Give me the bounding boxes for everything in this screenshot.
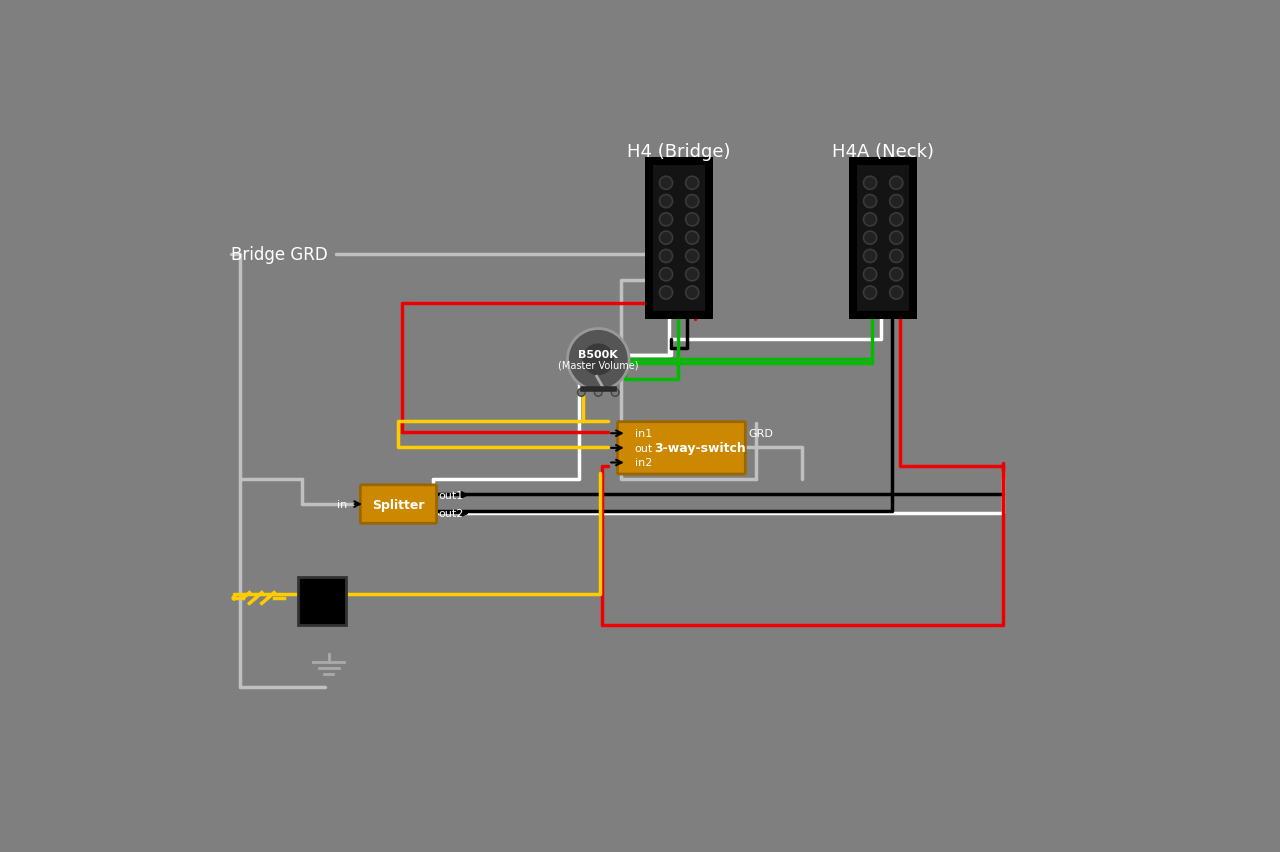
Circle shape bbox=[864, 286, 877, 300]
Circle shape bbox=[686, 177, 699, 190]
Text: Splitter: Splitter bbox=[372, 498, 425, 511]
Circle shape bbox=[594, 389, 602, 397]
Circle shape bbox=[864, 195, 877, 209]
Circle shape bbox=[890, 268, 902, 281]
Circle shape bbox=[567, 329, 628, 391]
Circle shape bbox=[890, 232, 902, 245]
Bar bbox=[645, 158, 713, 320]
Circle shape bbox=[864, 250, 877, 263]
Text: (Master Volume): (Master Volume) bbox=[558, 360, 639, 371]
Text: H4 (Bridge): H4 (Bridge) bbox=[627, 143, 731, 161]
Circle shape bbox=[890, 195, 902, 209]
Circle shape bbox=[890, 250, 902, 263]
Text: H4A (Neck): H4A (Neck) bbox=[832, 143, 934, 161]
Text: GRD: GRD bbox=[749, 429, 773, 439]
Circle shape bbox=[686, 195, 699, 209]
Circle shape bbox=[659, 214, 672, 227]
Circle shape bbox=[890, 177, 902, 190]
Text: out2: out2 bbox=[439, 509, 465, 519]
Circle shape bbox=[659, 195, 672, 209]
Circle shape bbox=[581, 343, 616, 377]
Circle shape bbox=[890, 214, 902, 227]
Text: out: out bbox=[635, 443, 653, 453]
Circle shape bbox=[577, 389, 585, 397]
Circle shape bbox=[686, 232, 699, 245]
Bar bbox=[858, 165, 909, 312]
Circle shape bbox=[686, 250, 699, 263]
Text: in2: in2 bbox=[635, 458, 653, 468]
FancyBboxPatch shape bbox=[617, 423, 745, 475]
Circle shape bbox=[659, 250, 672, 263]
Text: in1: in1 bbox=[635, 429, 653, 439]
Circle shape bbox=[686, 268, 699, 281]
Text: 3-way-switch: 3-way-switch bbox=[654, 442, 746, 455]
Circle shape bbox=[890, 286, 902, 300]
Circle shape bbox=[864, 232, 877, 245]
FancyBboxPatch shape bbox=[361, 486, 436, 524]
Bar bbox=[298, 578, 346, 625]
Circle shape bbox=[659, 232, 672, 245]
Text: B500K: B500K bbox=[579, 349, 618, 360]
Circle shape bbox=[686, 214, 699, 227]
Bar bbox=[849, 158, 916, 320]
Text: Bridge GRD: Bridge GRD bbox=[230, 245, 328, 263]
Circle shape bbox=[864, 177, 877, 190]
Circle shape bbox=[864, 214, 877, 227]
Circle shape bbox=[659, 286, 672, 300]
Circle shape bbox=[864, 268, 877, 281]
Text: out1: out1 bbox=[439, 490, 465, 500]
Circle shape bbox=[232, 596, 237, 601]
Circle shape bbox=[686, 286, 699, 300]
Circle shape bbox=[612, 389, 620, 397]
Circle shape bbox=[659, 268, 672, 281]
Bar bbox=[653, 165, 705, 312]
Text: in: in bbox=[337, 499, 347, 509]
Circle shape bbox=[659, 177, 672, 190]
